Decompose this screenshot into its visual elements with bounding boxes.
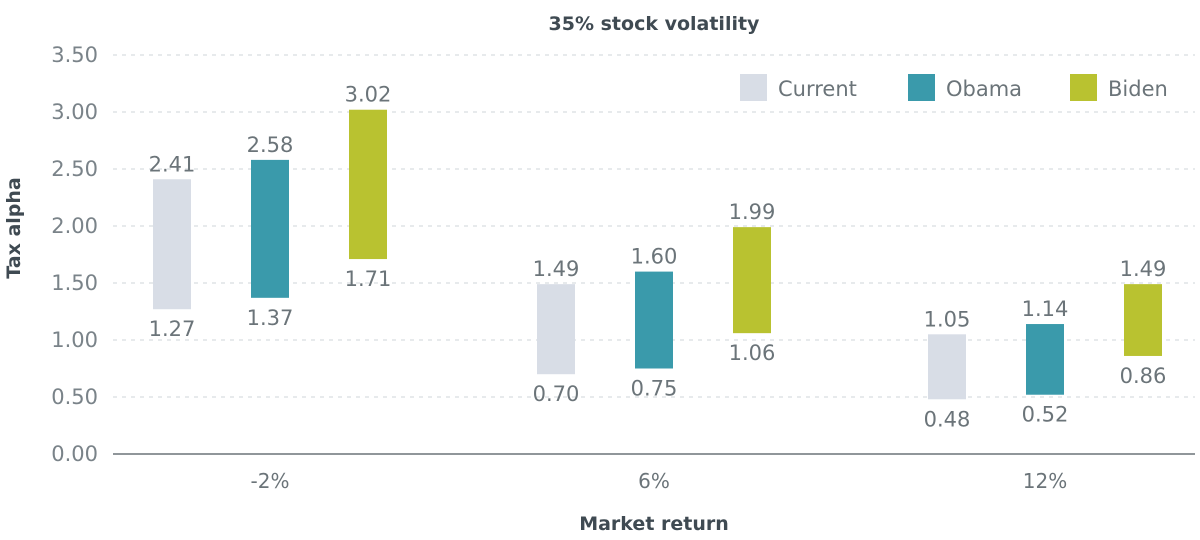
- y-tick-label: 1.50: [51, 271, 98, 295]
- x-axis-label: Market return: [579, 513, 729, 535]
- data-label-low: 0.48: [924, 407, 971, 431]
- data-label-low: 0.52: [1022, 403, 1069, 427]
- bar-biden-2: [1124, 284, 1162, 356]
- bar-current-2: [928, 334, 966, 400]
- x-tick-label: 6%: [638, 469, 670, 493]
- legend-label-current: Current: [778, 77, 857, 101]
- legend-label-biden: Biden: [1108, 77, 1168, 101]
- legend-swatch-current: [740, 74, 767, 101]
- data-label-high: 1.99: [729, 200, 776, 224]
- y-tick-label: 0.50: [51, 385, 98, 409]
- bar-current-0: [153, 179, 191, 310]
- data-label-low: 0.75: [631, 377, 678, 401]
- legend-swatch-biden: [1070, 74, 1097, 101]
- data-label-low: 1.37: [247, 306, 294, 330]
- data-label-high: 1.49: [533, 257, 580, 281]
- data-label-low: 1.27: [149, 317, 196, 341]
- data-label-high: 2.41: [149, 152, 196, 176]
- legend: Current Obama Biden: [740, 74, 1168, 101]
- y-axis-ticks: 0.00 0.50 1.00 1.50 2.00 2.50 3.00 3.50: [51, 43, 98, 466]
- bar-biden-1: [733, 227, 771, 334]
- x-tick-label: -2%: [251, 469, 290, 493]
- bar-biden-0: [349, 109, 387, 260]
- y-tick-label: 0.00: [51, 442, 98, 466]
- x-tick-label: 12%: [1023, 469, 1067, 493]
- chart-title: 35% stock volatility: [549, 13, 761, 35]
- legend-label-obama: Obama: [946, 77, 1022, 101]
- y-tick-label: 2.50: [51, 157, 98, 181]
- legend-swatch-obama: [908, 74, 935, 101]
- y-axis-label: Tax alpha: [3, 177, 25, 279]
- bar-obama-1: [635, 271, 673, 369]
- data-label-high: 2.58: [247, 133, 294, 157]
- data-label-low: 1.06: [729, 341, 776, 365]
- data-label-high: 1.05: [924, 307, 971, 331]
- data-label-high: 1.60: [631, 245, 678, 269]
- data-label-high: 1.49: [1120, 257, 1167, 281]
- data-label-low: 0.70: [533, 382, 580, 406]
- y-tick-label: 1.00: [51, 328, 98, 352]
- bar-current-1: [537, 284, 575, 375]
- x-axis-categories: -2% 6% 12%: [251, 469, 1068, 493]
- y-tick-label: 3.00: [51, 100, 98, 124]
- data-label-high: 1.14: [1022, 297, 1069, 321]
- data-label-low: 1.71: [345, 267, 392, 291]
- data-label-high: 3.02: [345, 83, 392, 107]
- y-tick-label: 3.50: [51, 43, 98, 67]
- bar-obama-2: [1026, 324, 1064, 395]
- bars: 2.41 1.27 2.58 1.37 3.02 1.71 1.49 0.70 1.60 0.75…: [149, 83, 1167, 432]
- data-label-low: 0.86: [1120, 364, 1167, 388]
- y-tick-label: 2.00: [51, 214, 98, 238]
- bar-obama-0: [251, 159, 289, 298]
